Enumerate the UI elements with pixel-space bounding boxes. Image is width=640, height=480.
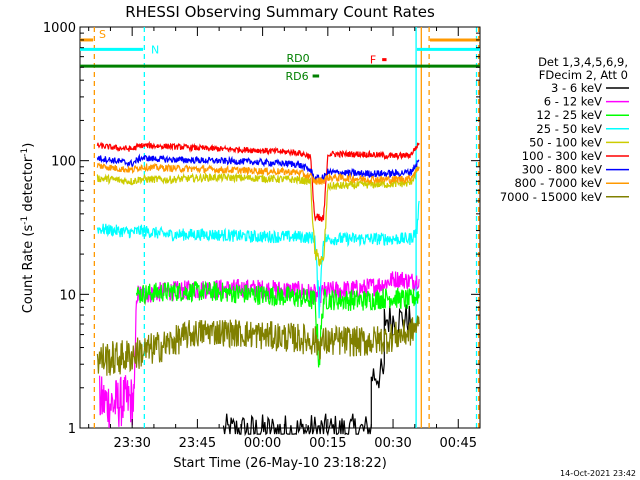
series-line-8 bbox=[96, 315, 420, 376]
series-line-6 bbox=[96, 153, 420, 183]
event-vertical-lines bbox=[93, 27, 480, 428]
band-label-5: RD6 bbox=[285, 70, 308, 83]
x-tick-label-1: 23:45 bbox=[179, 436, 216, 451]
band-label-0: S bbox=[99, 28, 106, 41]
x-tick-label-4: 00:30 bbox=[374, 436, 411, 451]
legend-header-line-2: FDecim 2, Att 0 bbox=[539, 68, 628, 82]
legend: Det 1,3,4,5,6,9, FDecim 2, Att 0 3 - 6 k… bbox=[500, 55, 629, 204]
legend-label-7: 800 - 7000 keV bbox=[514, 176, 602, 190]
y-tick-label-0: 1 bbox=[68, 422, 76, 437]
y-tick-label-3: 1000 bbox=[43, 21, 76, 36]
series-line-7 bbox=[96, 162, 420, 186]
band-label-4: RD0 bbox=[287, 52, 310, 65]
legend-header-line-1: Det 1,3,4,5,6,9, bbox=[538, 55, 628, 69]
legend-label-2: 12 - 25 keV bbox=[536, 108, 602, 122]
band-label-6: F bbox=[370, 54, 376, 67]
series-line-1 bbox=[99, 271, 420, 428]
series-line-3 bbox=[96, 200, 420, 319]
y-tick-label-2: 100 bbox=[51, 155, 76, 170]
series-line-4 bbox=[96, 166, 420, 267]
status-bands: S N RD0 RD6 F bbox=[80, 28, 480, 83]
legend-label-6: 300 - 800 keV bbox=[522, 163, 602, 177]
legend-label-0: 3 - 6 keV bbox=[551, 81, 602, 95]
x-tick-label-0: 23:30 bbox=[113, 436, 150, 451]
legend-label-1: 6 - 12 keV bbox=[544, 95, 602, 109]
legend-label-8: 7000 - 15000 keV bbox=[500, 190, 602, 204]
x-tick-label-2: 00:00 bbox=[244, 436, 281, 451]
x-tick-label-3: 00:15 bbox=[309, 436, 346, 451]
series-line-0 bbox=[222, 304, 411, 437]
series-line-2 bbox=[135, 280, 420, 368]
y-tick-label-1: 10 bbox=[59, 288, 76, 303]
y-axis-label: Count Rate (s-1 detector-1) bbox=[20, 143, 36, 314]
render-timestamp: 14-Oct-2021 23:42 bbox=[560, 469, 636, 478]
axis-ticks: 23:30 23:45 00:00 00:15 00:30 00:45 1 10 100 1000 bbox=[43, 21, 480, 451]
x-axis-label: Start Time (26-May-10 23:18:22) bbox=[173, 456, 387, 471]
band-label-2: N bbox=[151, 43, 159, 56]
chart-title: RHESSI Observing Summary Count Rates bbox=[125, 3, 435, 21]
legend-label-4: 50 - 100 keV bbox=[529, 135, 602, 149]
series-line-5 bbox=[96, 140, 420, 223]
series-lines bbox=[96, 140, 420, 437]
x-tick-label-5: 00:45 bbox=[440, 436, 477, 451]
legend-label-5: 100 - 300 keV bbox=[522, 149, 602, 163]
legend-label-3: 25 - 50 keV bbox=[536, 122, 602, 136]
